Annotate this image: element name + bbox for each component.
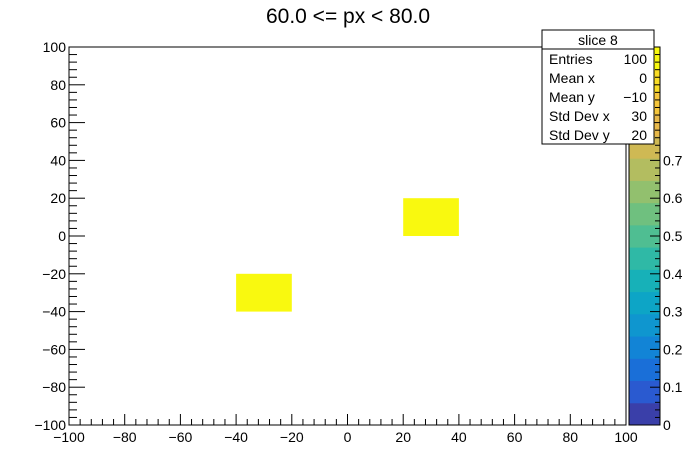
- y-tick-label: 80: [50, 77, 66, 93]
- x-tick-label: 0: [344, 429, 352, 445]
- stats-row-value: 20: [631, 127, 647, 143]
- stats-row-label: Std Dev x: [549, 108, 610, 124]
- stats-row-value: 30: [631, 108, 647, 124]
- colorbar-segment: [629, 158, 660, 181]
- colorbar-tick-label: 0.6: [663, 190, 683, 206]
- colorbar-tick-label: 0.5: [663, 228, 683, 244]
- stats-row-label: Mean x: [549, 70, 595, 86]
- y-tick-label: 0: [58, 228, 66, 244]
- stats-box-name: slice 8: [578, 32, 618, 48]
- y-axis: −100 −80 −60 −40 −20 0 20 40 60 80 100: [34, 39, 85, 433]
- x-tick-label: 80: [563, 429, 579, 445]
- x-tick-label: −20: [280, 429, 304, 445]
- colorbar-segment: [629, 202, 660, 226]
- x-tick-label: 40: [451, 429, 467, 445]
- x-tick-label: −40: [224, 429, 248, 445]
- y-tick-label: −20: [42, 266, 66, 282]
- colorbar-segment: [629, 358, 660, 382]
- stats-row-value: 100: [624, 51, 648, 67]
- colorbar-segment: [629, 380, 660, 404]
- colorbar-segment: [629, 313, 660, 337]
- colorbar-segment: [629, 180, 660, 204]
- y-tick-label: 100: [43, 39, 67, 55]
- colorbar-segment: [629, 224, 660, 248]
- stats-row-label: Mean y: [549, 89, 595, 105]
- stats-row-label: Std Dev y: [549, 127, 610, 143]
- colorbar-segment: [629, 336, 660, 359]
- x-tick-label: −80: [113, 429, 137, 445]
- colorbar-tick-label: 0.4: [663, 266, 683, 282]
- y-tick-label: −80: [42, 379, 66, 395]
- y-tick-label: 60: [50, 115, 66, 131]
- heatmap-cell-0: [236, 273, 292, 312]
- colorbar-tick-label: 0.3: [663, 304, 683, 320]
- x-tick-label: 100: [614, 429, 638, 445]
- colorbar-segment: [629, 402, 660, 426]
- y-tick-label: −60: [42, 341, 66, 357]
- stats-row-value: −10: [623, 89, 647, 105]
- colorbar-segment: [629, 247, 660, 270]
- stats-row-label: Entries: [549, 51, 593, 67]
- y-tick-label: −100: [34, 417, 66, 433]
- heatmap-cell-1: [403, 198, 459, 236]
- colorbar-tick-label: 0.7: [663, 152, 683, 168]
- chart-title: 60.0 <= px < 80.0: [266, 5, 430, 28]
- colorbar-segment: [629, 291, 660, 315]
- x-axis: −100 −80 −60 −40 −20 0 20 40 60 80 100: [53, 414, 638, 445]
- colorbar-tick-label: 0.1: [663, 379, 683, 395]
- x-tick-label: 60: [507, 429, 523, 445]
- colorbar-segment: [629, 269, 660, 293]
- x-tick-label: −60: [169, 429, 193, 445]
- y-tick-label: 20: [50, 190, 66, 206]
- stats-box: slice 8 Entries 100 Mean x 0 Mean y −10 Std Dev…: [541, 29, 655, 145]
- x-tick-label: 20: [395, 429, 411, 445]
- x-tick-label: −100: [53, 429, 85, 445]
- colorbar-tick-label: 0: [663, 417, 671, 433]
- y-tick-label: −40: [42, 304, 66, 320]
- heatmap-cells: [236, 198, 459, 312]
- colorbar-tick-label: 0.2: [663, 341, 683, 357]
- y-tick-label: 40: [50, 152, 66, 168]
- stats-row-value: 0: [639, 70, 647, 86]
